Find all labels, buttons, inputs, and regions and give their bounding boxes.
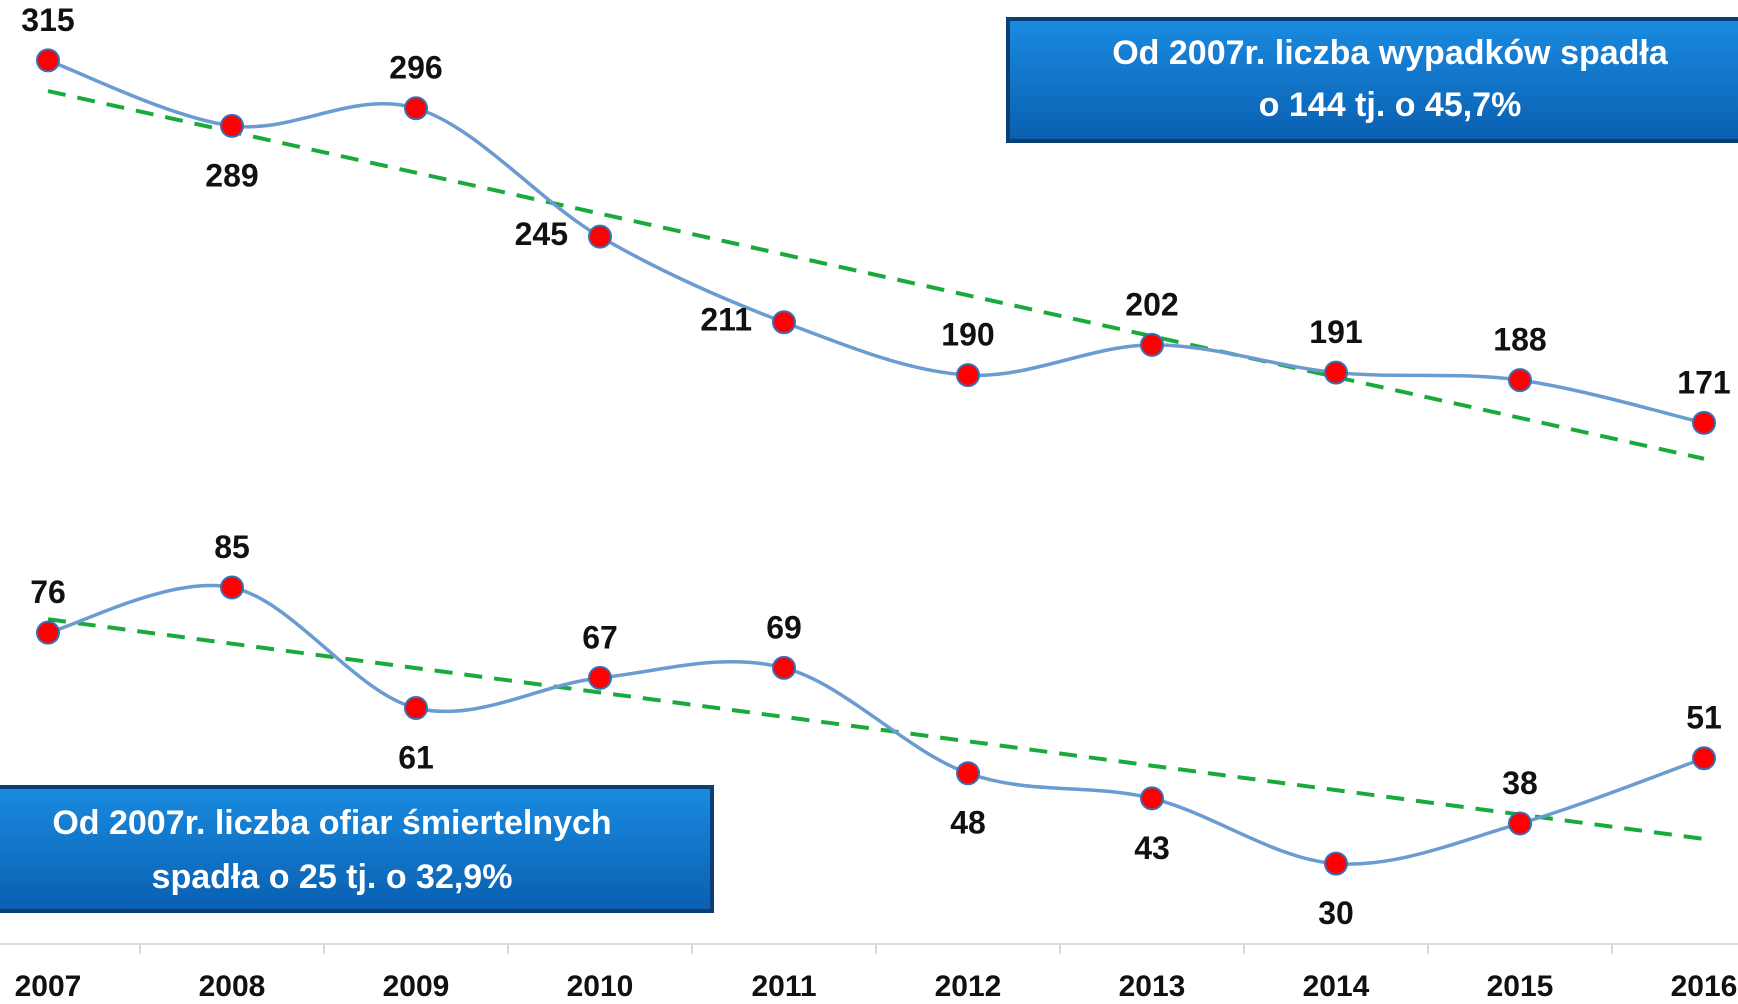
data-label: 315 — [21, 2, 74, 38]
data-label: 245 — [515, 216, 568, 252]
data-label: 61 — [398, 739, 434, 775]
annotation-box — [1006, 17, 1738, 143]
marker — [1324, 851, 1348, 876]
annotation-text: o 144 tj. o 45,7% — [1259, 86, 1522, 124]
x-tick-label: 2011 — [751, 970, 816, 1003]
data-label: 85 — [214, 529, 250, 565]
series-line — [47, 583, 1705, 866]
data-label: 43 — [1134, 830, 1170, 866]
marker — [1508, 368, 1532, 393]
x-tick-label: 2012 — [935, 970, 1002, 1003]
marker — [588, 224, 612, 249]
data-label: 30 — [1318, 895, 1354, 931]
annotation-text: spadła o 25 tj. o 32,9% — [152, 858, 513, 896]
marker — [404, 96, 428, 121]
marker — [36, 48, 60, 73]
data-label: 289 — [205, 157, 258, 193]
marker — [1324, 360, 1348, 385]
marker — [1692, 410, 1716, 435]
data-label: 171 — [1677, 364, 1730, 400]
trendline — [47, 617, 1705, 841]
marker — [220, 575, 244, 600]
marker — [1140, 786, 1164, 811]
x-tick-label: 2008 — [199, 970, 266, 1003]
annotation-text: Od 2007r. liczba ofiar śmiertelnych — [52, 804, 611, 842]
marker — [772, 655, 796, 680]
marker — [588, 665, 612, 690]
marker — [956, 363, 980, 388]
marker — [404, 696, 428, 720]
data-label: 202 — [1125, 286, 1178, 322]
data-label: 38 — [1502, 765, 1538, 801]
x-tick-label: 2016 — [1671, 970, 1738, 1003]
data-label: 190 — [941, 317, 994, 353]
data-label: 69 — [766, 609, 802, 645]
x-tick-label: 2014 — [1303, 970, 1370, 1003]
data-label: 211 — [700, 302, 752, 338]
marker — [772, 310, 796, 335]
x-tick-label: 2007 — [15, 970, 82, 1003]
trendline — [47, 89, 1705, 461]
marker — [956, 761, 980, 786]
annotation-box — [0, 785, 714, 913]
data-label: 67 — [582, 619, 618, 655]
x-tick-label: 2009 — [383, 970, 450, 1003]
x-tick-label: 2010 — [567, 970, 634, 1003]
x-tick-label: 2013 — [1119, 970, 1186, 1003]
marker — [1692, 746, 1716, 771]
marker — [1508, 811, 1532, 836]
x-tick-label: 2015 — [1487, 970, 1554, 1003]
annotation-text: Od 2007r. liczba wypadków spadła — [1112, 34, 1669, 72]
data-label: 51 — [1686, 700, 1722, 736]
marker — [36, 620, 60, 645]
data-label: 191 — [1309, 314, 1362, 350]
marker — [1140, 332, 1164, 357]
data-label: 188 — [1493, 322, 1546, 358]
data-label: 48 — [950, 805, 986, 841]
marker — [220, 113, 244, 138]
series-line — [47, 58, 1705, 425]
data-label: 76 — [30, 574, 66, 610]
data-label: 296 — [389, 50, 442, 86]
